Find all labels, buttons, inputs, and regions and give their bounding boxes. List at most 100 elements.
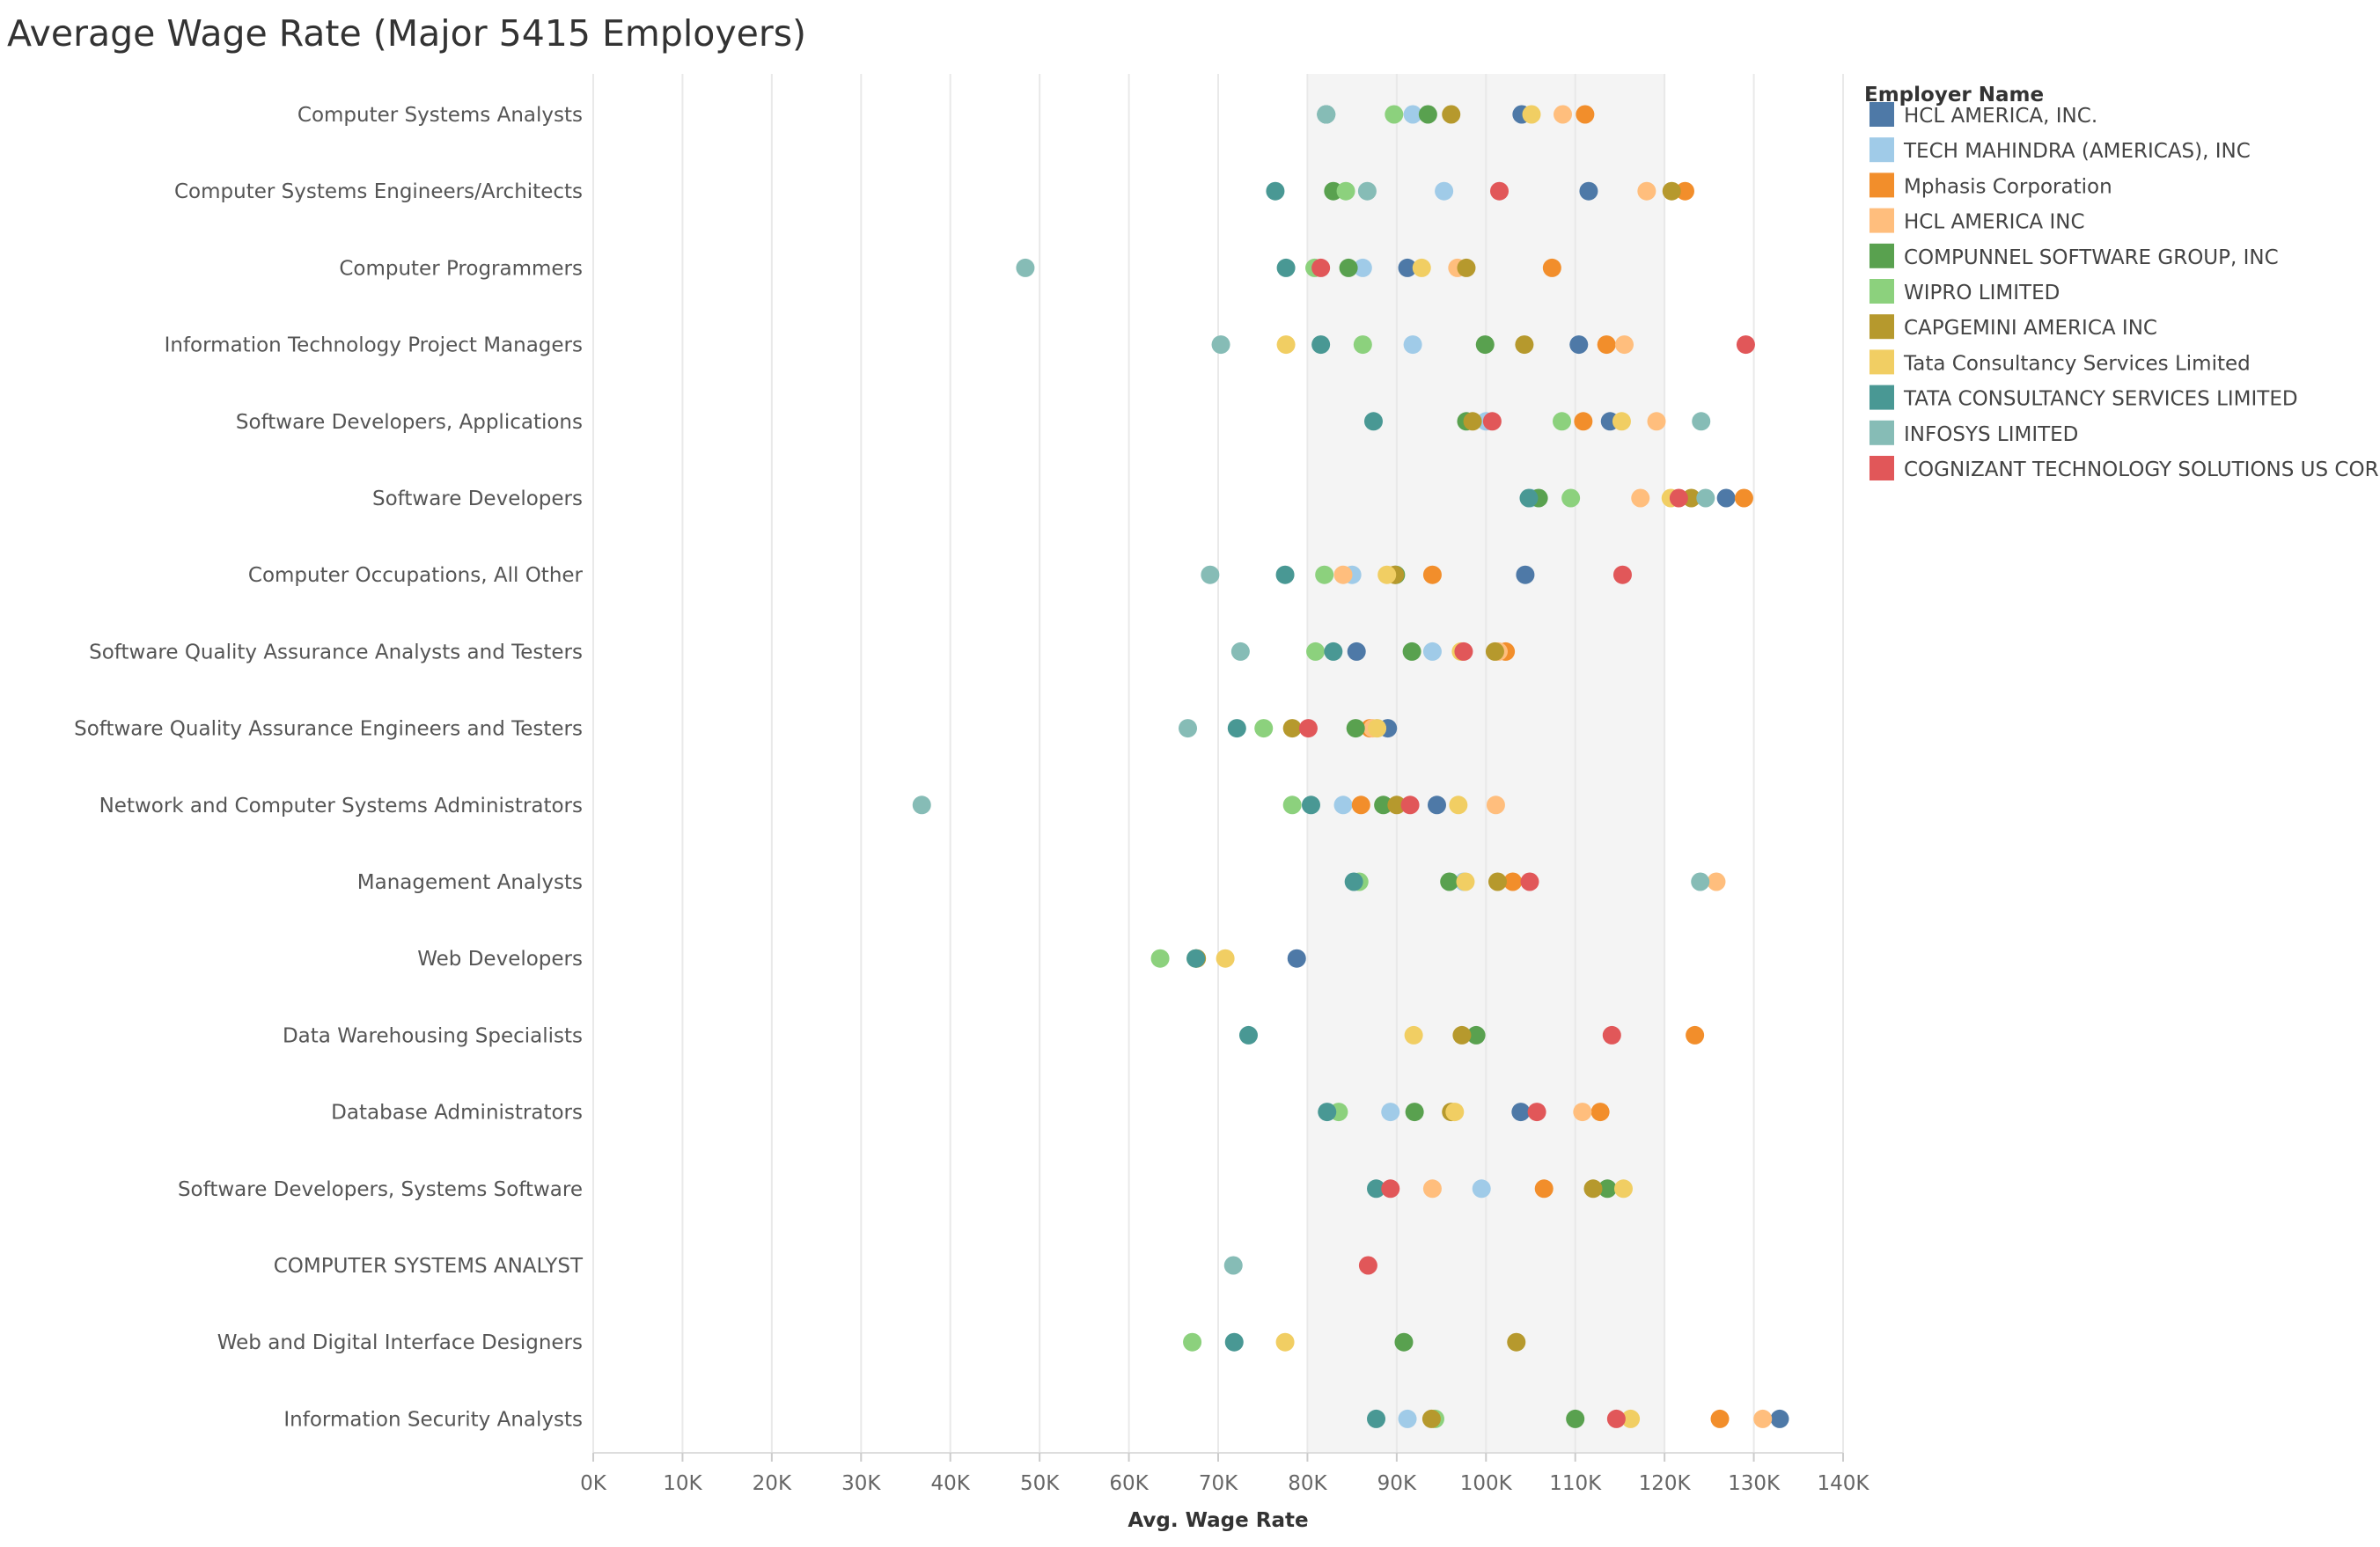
legend-item[interactable]: WIPRO LIMITED: [1904, 282, 2060, 304]
data-point[interactable]: [1554, 105, 1573, 124]
legend-item[interactable]: INFOSYS LIMITED: [1904, 423, 2078, 446]
data-point[interactable]: [1276, 258, 1296, 277]
data-point[interactable]: [1574, 412, 1593, 431]
data-point[interactable]: [1363, 412, 1383, 431]
data-point[interactable]: [1398, 258, 1417, 277]
data-point[interactable]: [1381, 1179, 1400, 1199]
data-point[interactable]: [1522, 105, 1541, 124]
data-point[interactable]: [1403, 335, 1422, 355]
data-point[interactable]: [1381, 1103, 1400, 1122]
data-point[interactable]: [1576, 105, 1595, 124]
data-point[interactable]: [1488, 872, 1507, 891]
data-point[interactable]: [1435, 181, 1454, 201]
data-point[interactable]: [1421, 1409, 1441, 1428]
data-point[interactable]: [1675, 181, 1694, 201]
data-point[interactable]: [1456, 872, 1475, 891]
data-point[interactable]: [1691, 872, 1710, 891]
data-point[interactable]: [1306, 642, 1326, 661]
data-point[interactable]: [1311, 258, 1331, 277]
data-point[interactable]: [1482, 412, 1502, 431]
data-point[interactable]: [1527, 1103, 1546, 1122]
data-point[interactable]: [1318, 1103, 1337, 1122]
data-point[interactable]: [1367, 1409, 1386, 1428]
data-point[interactable]: [1710, 1409, 1730, 1428]
data-point[interactable]: [1353, 258, 1372, 277]
data-point[interactable]: [1186, 949, 1206, 968]
data-point[interactable]: [1333, 565, 1353, 584]
data-point[interactable]: [1254, 719, 1274, 738]
legend-item[interactable]: Mphasis Corporation: [1904, 175, 2112, 198]
data-point[interactable]: [1016, 258, 1035, 277]
data-point[interactable]: [1449, 795, 1468, 815]
data-point[interactable]: [1457, 258, 1476, 277]
data-point[interactable]: [1275, 1332, 1295, 1352]
data-point[interactable]: [1454, 642, 1473, 661]
data-point[interactable]: [1597, 335, 1616, 355]
data-point[interactable]: [1216, 949, 1235, 968]
data-point[interactable]: [1402, 642, 1421, 661]
data-point[interactable]: [1445, 1103, 1465, 1122]
data-point[interactable]: [1472, 1179, 1491, 1199]
data-point[interactable]: [1553, 412, 1571, 431]
data-point[interactable]: [1405, 1103, 1424, 1122]
data-point[interactable]: [1282, 795, 1302, 815]
data-point[interactable]: [1612, 412, 1631, 431]
data-point[interactable]: [1282, 719, 1302, 738]
legend-item[interactable]: HCL AMERICA INC: [1904, 211, 2085, 234]
data-point[interactable]: [1422, 565, 1442, 584]
data-point[interactable]: [1716, 488, 1736, 508]
data-point[interactable]: [1287, 949, 1306, 968]
data-point[interactable]: [1428, 795, 1446, 815]
data-point[interactable]: [1357, 181, 1377, 201]
data-point[interactable]: [1311, 335, 1331, 355]
data-point[interactable]: [1422, 1179, 1442, 1199]
data-point[interactable]: [1150, 949, 1170, 968]
data-point[interactable]: [1686, 1025, 1705, 1045]
data-point[interactable]: [1227, 719, 1246, 738]
data-point[interactable]: [1238, 1025, 1258, 1045]
data-point[interactable]: [1621, 1409, 1641, 1428]
data-point[interactable]: [1377, 565, 1397, 584]
data-point[interactable]: [1440, 872, 1459, 891]
data-point[interactable]: [1511, 1103, 1531, 1122]
data-point[interactable]: [1333, 795, 1353, 815]
data-point[interactable]: [1404, 1025, 1423, 1045]
data-point[interactable]: [1631, 488, 1650, 508]
data-point[interactable]: [1602, 1025, 1621, 1045]
data-point[interactable]: [1579, 181, 1598, 201]
data-point[interactable]: [1734, 488, 1753, 508]
data-point[interactable]: [1179, 719, 1198, 738]
data-point[interactable]: [1301, 795, 1320, 815]
data-point[interactable]: [1403, 105, 1422, 124]
data-point[interactable]: [1519, 488, 1539, 508]
data-point[interactable]: [1315, 565, 1334, 584]
data-point[interactable]: [1298, 719, 1318, 738]
data-point[interactable]: [1324, 642, 1343, 661]
data-point[interactable]: [1339, 258, 1358, 277]
data-point[interactable]: [1692, 412, 1711, 431]
legend-item[interactable]: Tata Consultancy Services Limited: [1903, 352, 2251, 375]
data-point[interactable]: [1598, 1179, 1617, 1199]
data-point[interactable]: [1463, 412, 1482, 431]
data-point[interactable]: [1542, 258, 1561, 277]
legend-item[interactable]: TECH MAHINDRA (AMERICAS), INC: [1903, 140, 2251, 163]
data-point[interactable]: [1387, 795, 1407, 815]
data-point[interactable]: [1347, 642, 1366, 661]
legend-item[interactable]: TATA CONSULTANCY SERVICES LIMITED: [1903, 388, 2298, 411]
data-point[interactable]: [1753, 1409, 1773, 1428]
data-point[interactable]: [1374, 795, 1393, 815]
data-point[interactable]: [1647, 412, 1666, 431]
data-point[interactable]: [1590, 1103, 1610, 1122]
data-point[interactable]: [1520, 872, 1539, 891]
data-point[interactable]: [1561, 488, 1581, 508]
legend-item[interactable]: COMPUNNEL SOFTWARE GROUP, INC: [1904, 246, 2279, 269]
data-point[interactable]: [1344, 872, 1363, 891]
legend-item[interactable]: HCL AMERICA, INC.: [1904, 105, 2097, 128]
data-point[interactable]: [1230, 642, 1250, 661]
data-point[interactable]: [1353, 335, 1372, 355]
data-point[interactable]: [1486, 795, 1505, 815]
data-point[interactable]: [1276, 335, 1296, 355]
legend-item[interactable]: COGNIZANT TECHNOLOGY SOLUTIONS US CORP: [1904, 458, 2380, 481]
data-point[interactable]: [1358, 1256, 1377, 1275]
data-point[interactable]: [1211, 335, 1230, 355]
